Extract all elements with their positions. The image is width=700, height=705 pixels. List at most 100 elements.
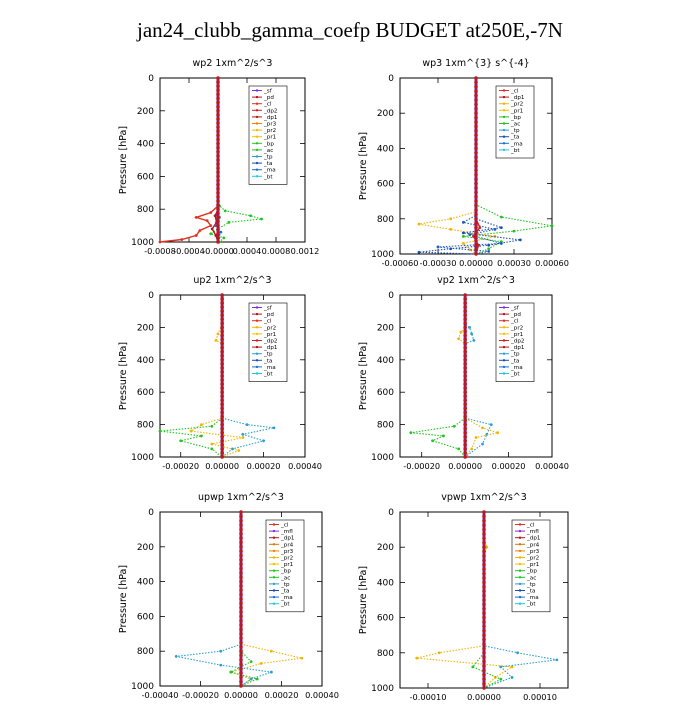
stem-marker	[216, 162, 220, 166]
stem-marker	[482, 681, 486, 686]
stem-marker	[239, 658, 243, 662]
y-tick-label: 400	[377, 144, 394, 154]
data-point	[200, 423, 203, 426]
stem-marker	[482, 519, 486, 523]
y-tick-label: 1000	[371, 453, 394, 463]
stem-marker	[474, 111, 478, 115]
legend-marker	[255, 128, 259, 132]
stem-marker	[463, 317, 467, 322]
stem-marker	[239, 588, 243, 593]
data-point	[471, 665, 475, 669]
stem-marker	[239, 558, 243, 562]
data-point	[510, 665, 514, 669]
stem-marker	[239, 523, 243, 527]
stem-marker	[239, 592, 243, 597]
stem-marker	[482, 677, 486, 681]
y-axis-label: Pressure [hPa]	[118, 342, 129, 410]
stem-marker	[474, 85, 478, 89]
stem-marker	[463, 455, 467, 459]
legend-label: _pr1	[510, 108, 524, 114]
legend-label: _sf	[510, 306, 520, 312]
y-axis-label: Pressure [hPa]	[358, 342, 369, 410]
x-tick-label: -0.00040	[142, 690, 179, 700]
x-tick-label: 0.00000	[224, 690, 258, 700]
stem-marker	[220, 345, 224, 350]
legend-label: _pr2	[280, 556, 293, 562]
stem-marker	[463, 353, 467, 358]
legend-box	[495, 85, 535, 159]
data-point	[477, 243, 480, 247]
panel-5: upwp 1xm^2/s^3 Pressure [hPa] 0 200 400 600 80…	[118, 492, 339, 700]
stem-marker	[220, 418, 224, 423]
y-tick-label: 0	[148, 291, 154, 301]
y-tick-label: 200	[377, 543, 394, 553]
stem-marker	[482, 514, 486, 519]
stem-marker	[474, 168, 478, 173]
legend-box	[495, 302, 535, 382]
data-point	[550, 224, 554, 228]
stem-marker	[220, 362, 224, 366]
legend: _cl_dp1_pr2_pr1_bp_ac_tp_ta_ma_bt	[495, 85, 535, 159]
legend-marker	[502, 95, 506, 99]
data-point	[194, 216, 198, 219]
stem-marker	[220, 297, 224, 301]
x-tick-label: 0.00000	[448, 461, 482, 471]
legend-marker	[502, 326, 506, 329]
legend-label: _ma	[526, 595, 539, 601]
stem-marker	[482, 589, 486, 593]
legend-label: _dp2	[263, 339, 277, 345]
stem-marker	[220, 394, 224, 399]
legend-label: _pr4	[526, 542, 540, 548]
legend-label: _bt	[510, 148, 520, 154]
legend-label: _pr3	[280, 549, 294, 555]
stem-marker	[482, 567, 486, 571]
stem-marker	[474, 137, 478, 142]
data-point	[214, 338, 218, 342]
stem-marker	[220, 378, 224, 382]
stem-marker	[474, 89, 478, 93]
stem-marker	[474, 190, 478, 195]
legend-label: _mfl	[280, 529, 293, 535]
y-tick-label: 0	[148, 74, 154, 84]
legend-label: _dp1	[280, 536, 295, 542]
stem-marker	[482, 580, 486, 585]
legend-label: _pr2	[510, 102, 523, 108]
legend-label: _bt	[263, 174, 273, 180]
stem-marker	[239, 671, 243, 675]
stem-marker	[220, 366, 224, 370]
data-point	[417, 250, 421, 254]
data-point	[417, 222, 421, 226]
legend-label: _dp1	[510, 95, 525, 101]
legend-marker	[272, 549, 276, 553]
stem-marker	[239, 662, 243, 667]
stem-marker	[216, 215, 220, 220]
stem-marker	[482, 668, 486, 673]
stem-marker	[463, 430, 467, 435]
data-point	[489, 423, 493, 426]
stem-marker	[474, 80, 478, 85]
stem-marker	[239, 666, 243, 671]
data-point	[499, 226, 503, 230]
data-point	[510, 676, 514, 679]
stem-marker	[239, 540, 243, 545]
stem-marker	[474, 146, 478, 151]
stem-marker	[220, 333, 224, 338]
legend-marker	[255, 175, 259, 178]
data-point	[457, 447, 461, 451]
stem-marker	[463, 349, 467, 354]
data-point	[470, 332, 474, 336]
data-point	[237, 449, 241, 452]
stem-marker	[482, 615, 486, 620]
legend-label: _tp	[263, 352, 273, 358]
legend-marker	[502, 312, 506, 316]
legend-label: _pr1	[263, 332, 277, 338]
data-point	[461, 242, 465, 245]
stem-marker	[216, 186, 220, 191]
x-tick-label: -0.0004	[173, 246, 205, 256]
data-point	[436, 245, 440, 249]
legend-marker	[272, 523, 276, 526]
stem-marker	[239, 627, 243, 632]
x-tick-label: -0.0008	[144, 246, 176, 256]
legend-marker	[502, 372, 506, 375]
